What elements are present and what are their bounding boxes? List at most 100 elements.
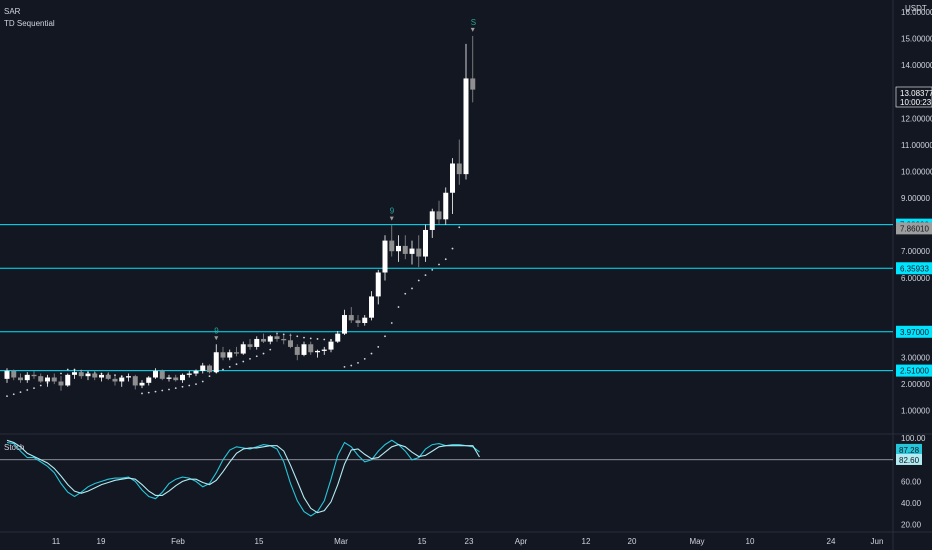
candle-body bbox=[429, 211, 435, 230]
time-tick-label: Jun bbox=[871, 537, 884, 546]
candle bbox=[429, 208, 435, 238]
candle-body bbox=[362, 317, 368, 324]
price-axis[interactable]: 1.00000 2.00000 3.00000 6.00000 7.00000 9.000… bbox=[901, 8, 932, 416]
stoch-value-label: 82.60 bbox=[899, 456, 920, 465]
sar-dot bbox=[269, 348, 272, 351]
candle-body bbox=[402, 245, 408, 254]
candle bbox=[132, 374, 138, 390]
price-tick-label: 7.00000 bbox=[901, 247, 930, 256]
candle bbox=[450, 158, 455, 215]
stoch-tick-label: 60.00 bbox=[901, 477, 922, 486]
parabolic-sar bbox=[6, 226, 461, 398]
time-tick-label: 10 bbox=[746, 537, 755, 546]
candle bbox=[126, 373, 131, 382]
candle-body bbox=[342, 315, 347, 334]
sar-dot bbox=[350, 364, 353, 367]
sar-dot bbox=[404, 292, 407, 295]
sar-dot bbox=[296, 335, 299, 338]
countdown: 10:00:23 bbox=[900, 98, 932, 107]
candle-body bbox=[126, 376, 131, 378]
sar-dot bbox=[451, 247, 454, 250]
candle bbox=[92, 370, 98, 381]
candle-body bbox=[4, 370, 10, 379]
candle bbox=[247, 338, 253, 350]
sar-dot bbox=[26, 389, 29, 391]
candle bbox=[153, 368, 158, 379]
candle-body bbox=[38, 376, 44, 382]
stoch-value-tag bbox=[896, 443, 922, 455]
candle bbox=[11, 369, 17, 381]
candle-body bbox=[153, 370, 158, 378]
candle bbox=[173, 374, 179, 382]
sar-dot bbox=[363, 357, 366, 360]
candle bbox=[159, 369, 165, 381]
price-tick-label: 12.00000 bbox=[901, 114, 932, 123]
sar-dot bbox=[208, 375, 211, 378]
time-tick-label: Mar bbox=[334, 537, 348, 546]
candle bbox=[18, 373, 23, 383]
candle-body bbox=[369, 296, 374, 318]
candle bbox=[348, 307, 354, 324]
candle bbox=[369, 291, 374, 321]
candle-body bbox=[247, 344, 253, 347]
candle-body bbox=[18, 377, 23, 381]
sar-dot bbox=[384, 335, 386, 338]
td-arrow bbox=[470, 27, 475, 32]
candle-body bbox=[207, 365, 212, 373]
price-tick-label: 6.00000 bbox=[901, 274, 930, 283]
candle-body bbox=[200, 365, 206, 371]
candle-body bbox=[180, 374, 185, 381]
candle bbox=[301, 341, 307, 357]
candle bbox=[456, 139, 462, 185]
level-tag bbox=[896, 364, 932, 377]
candle-body bbox=[159, 370, 165, 379]
sar-dot bbox=[147, 391, 150, 394]
candle bbox=[31, 370, 37, 379]
candle-body bbox=[240, 344, 246, 354]
candle-body bbox=[31, 374, 37, 377]
candle-body bbox=[92, 373, 98, 378]
candle bbox=[254, 336, 260, 350]
stoch-value-tag bbox=[896, 453, 922, 465]
candle-body bbox=[58, 381, 64, 386]
candle bbox=[234, 346, 239, 357]
sar-dot bbox=[249, 357, 251, 360]
sar-dot bbox=[309, 337, 312, 340]
level-label: 2.51000 bbox=[900, 367, 929, 376]
candle bbox=[72, 369, 77, 379]
time-tick-label: 20 bbox=[628, 537, 637, 546]
candle-body bbox=[321, 349, 327, 351]
sar-dot bbox=[33, 387, 35, 390]
candle-body bbox=[65, 374, 71, 386]
candle-body bbox=[294, 346, 300, 355]
candle-body bbox=[348, 315, 354, 321]
candle bbox=[274, 330, 280, 342]
sar-dot bbox=[39, 384, 42, 387]
candle-body bbox=[254, 338, 260, 347]
candle-body bbox=[173, 377, 179, 381]
candle-body bbox=[227, 352, 233, 358]
candle bbox=[402, 235, 408, 260]
price-tick-label: 15.00000 bbox=[901, 35, 932, 44]
sar-dot bbox=[397, 306, 400, 308]
currency-label: USDT bbox=[905, 4, 927, 13]
stoch-k-line bbox=[6, 439, 480, 517]
candle-body bbox=[261, 338, 266, 342]
candle-body bbox=[24, 374, 30, 381]
sar-dot bbox=[114, 374, 116, 377]
td-sequential-markers: 9 9 S bbox=[214, 18, 476, 341]
candle bbox=[416, 235, 422, 268]
td-arrow bbox=[389, 216, 394, 221]
candle-body bbox=[11, 370, 17, 378]
candle-body bbox=[416, 248, 422, 257]
candle-body bbox=[166, 377, 172, 379]
td-count: 9 bbox=[390, 207, 395, 216]
sar-dot bbox=[19, 391, 22, 394]
time-axis[interactable]: 11 19 Feb 15 Mar 15 23 Apr 12 20 May 10 24 Jun bbox=[52, 537, 884, 546]
candle-body bbox=[382, 240, 388, 273]
sar-dot bbox=[242, 360, 245, 363]
candle bbox=[470, 35, 476, 103]
